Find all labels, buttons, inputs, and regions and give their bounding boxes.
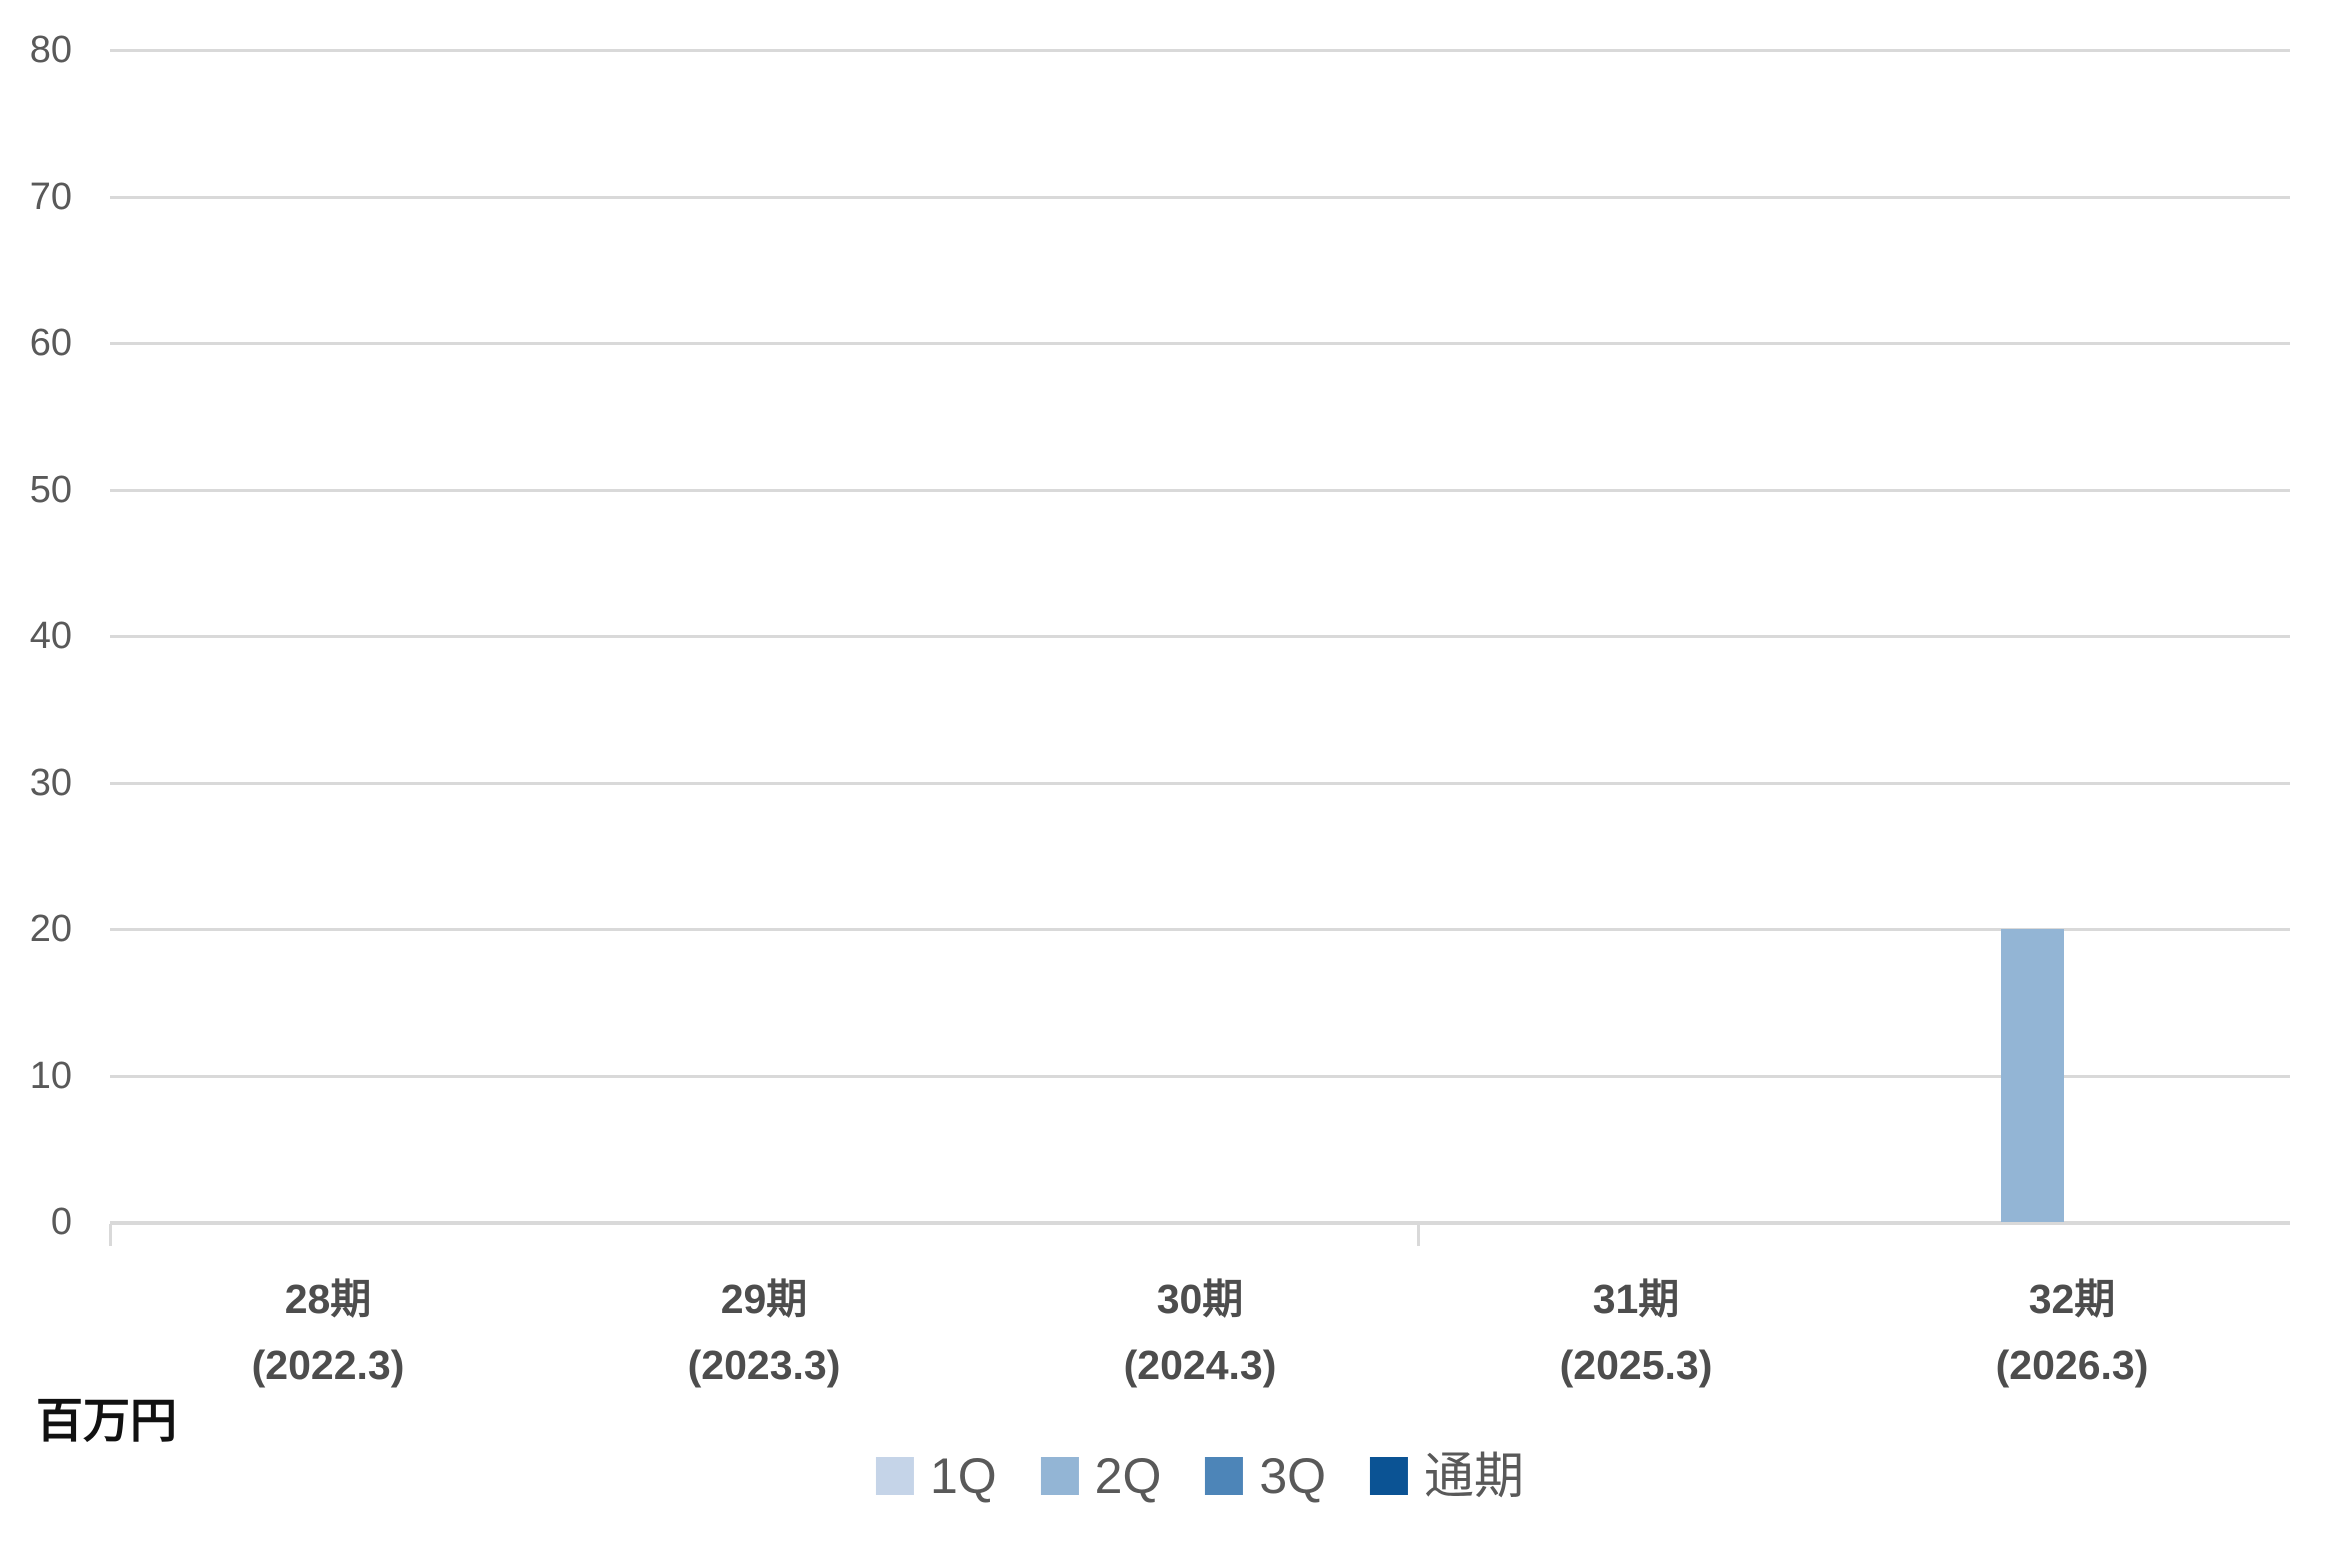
gridline	[110, 1221, 2290, 1225]
legend-label: 通期	[1424, 1448, 1525, 1504]
legend-swatch-icon	[1370, 1457, 1409, 1495]
x-axis-category-label: 32期 (2026.3)	[1902, 1266, 2242, 1398]
gridline	[110, 342, 2290, 345]
chart-legend: 1Q 2Q 3Q 通期	[875, 1448, 1524, 1504]
gridline	[110, 488, 2290, 492]
y-axis-tick-label: 60	[29, 322, 72, 364]
x-axis-tick	[1417, 1224, 1420, 1246]
category-label-line2: (2024.3)	[1123, 1342, 1277, 1388]
y-axis-tick-label: 40	[29, 615, 72, 657]
category-label-line2: (2026.3)	[1995, 1342, 2149, 1388]
x-axis-category-label: 29期 (2023.3)	[594, 1266, 934, 1398]
category-label-line2: (2022.3)	[251, 1342, 405, 1388]
legend-item-1Q: 1Q	[875, 1448, 997, 1504]
category-label-line1: 32期	[2028, 1276, 2116, 1322]
legend-label: 3Q	[1259, 1448, 1327, 1504]
legend-swatch-icon	[875, 1457, 914, 1495]
y-axis-tick-label: 50	[29, 468, 72, 511]
category-label-line1: 28期	[284, 1276, 372, 1322]
legend-swatch-icon	[1040, 1457, 1079, 1495]
axis-unit-label: 百万円	[36, 1394, 177, 1447]
y-axis-tick-label: 70	[29, 175, 72, 218]
category-label-line2: (2025.3)	[1559, 1342, 1713, 1388]
x-axis-tick	[109, 1224, 112, 1246]
y-axis-tick-label: 80	[29, 29, 72, 71]
bar-2Q-32期	[2001, 929, 2064, 1222]
gridline	[110, 635, 2290, 638]
legend-label: 2Q	[1094, 1448, 1162, 1504]
gridline	[110, 195, 2290, 199]
x-axis-category-label: 28期 (2022.3)	[158, 1266, 498, 1398]
legend-item-3Q: 3Q	[1205, 1448, 1326, 1504]
category-label-line2: (2023.3)	[687, 1342, 841, 1388]
legend-label: 1Q	[929, 1448, 997, 1504]
y-axis-tick-label: 0	[50, 1201, 72, 1243]
x-axis-category-label: 30期 (2024.3)	[1030, 1266, 1370, 1398]
legend-item-2Q: 2Q	[1040, 1448, 1162, 1504]
category-label-line1: 29期	[720, 1276, 808, 1322]
legend-item-通期: 通期	[1370, 1448, 1524, 1504]
gridline	[110, 928, 2290, 931]
y-axis-tick-label: 10	[29, 1054, 72, 1097]
gridline	[110, 781, 2290, 785]
x-axis-category-label: 31期 (2025.3)	[1466, 1266, 1806, 1398]
legend-swatch-icon	[1205, 1457, 1244, 1495]
category-label-line1: 31期	[1592, 1276, 1680, 1322]
y-axis-tick-label: 30	[29, 761, 72, 804]
gridline	[110, 49, 2290, 52]
category-label-line1: 30期	[1156, 1276, 1244, 1322]
y-axis-tick-label: 20	[29, 908, 72, 950]
gridline	[110, 1074, 2290, 1078]
